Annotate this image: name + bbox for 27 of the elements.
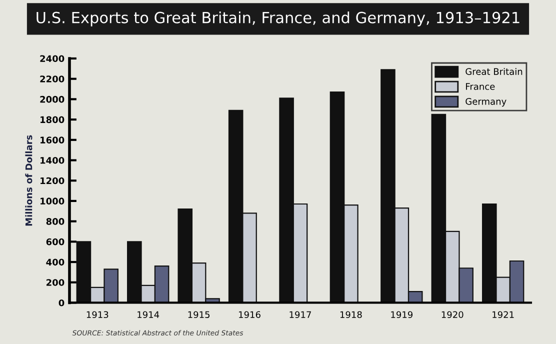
x-tick-label: 1921 — [492, 311, 514, 318]
y-tick-label: 600 — [46, 238, 64, 246]
y-tick-label: 0 — [58, 299, 64, 306]
legend-label: France — [466, 83, 495, 90]
x-tick-label: 1917 — [290, 311, 311, 318]
legend-label: Great Britain — [466, 68, 522, 75]
y-tick-label: 400 — [46, 258, 64, 266]
y-axis-title: Millions of Dollars — [25, 135, 32, 226]
x-tick-label: 1915 — [188, 311, 210, 318]
x-tick-label: 1920 — [442, 311, 464, 318]
x-tick-label: 1914 — [138, 311, 160, 318]
y-tick-label: 2000 — [40, 96, 64, 103]
chart-title: U.S. Exports to Great Britain, France, and Germany, 1913–1921 — [36, 12, 520, 26]
legend-label: Germany — [466, 98, 506, 107]
y-tick-label: 1200 — [40, 177, 64, 184]
x-tick-label: 1913 — [86, 311, 108, 318]
y-tick-label: 800 — [46, 218, 64, 225]
y-tick-label: 2400 — [40, 55, 64, 62]
y-tick-label: 2200 — [40, 76, 64, 82]
y-tick-label: 1400 — [40, 156, 64, 164]
y-tick-label: 1000 — [40, 198, 64, 205]
y-tick-label: 1800 — [40, 116, 64, 124]
x-tick-label: 1918 — [340, 311, 362, 318]
y-tick-label: 1600 — [40, 136, 64, 144]
x-tick-label: 1916 — [239, 311, 260, 318]
x-tick-label: 1919 — [391, 311, 413, 318]
y-tick-label: 200 — [46, 279, 64, 286]
